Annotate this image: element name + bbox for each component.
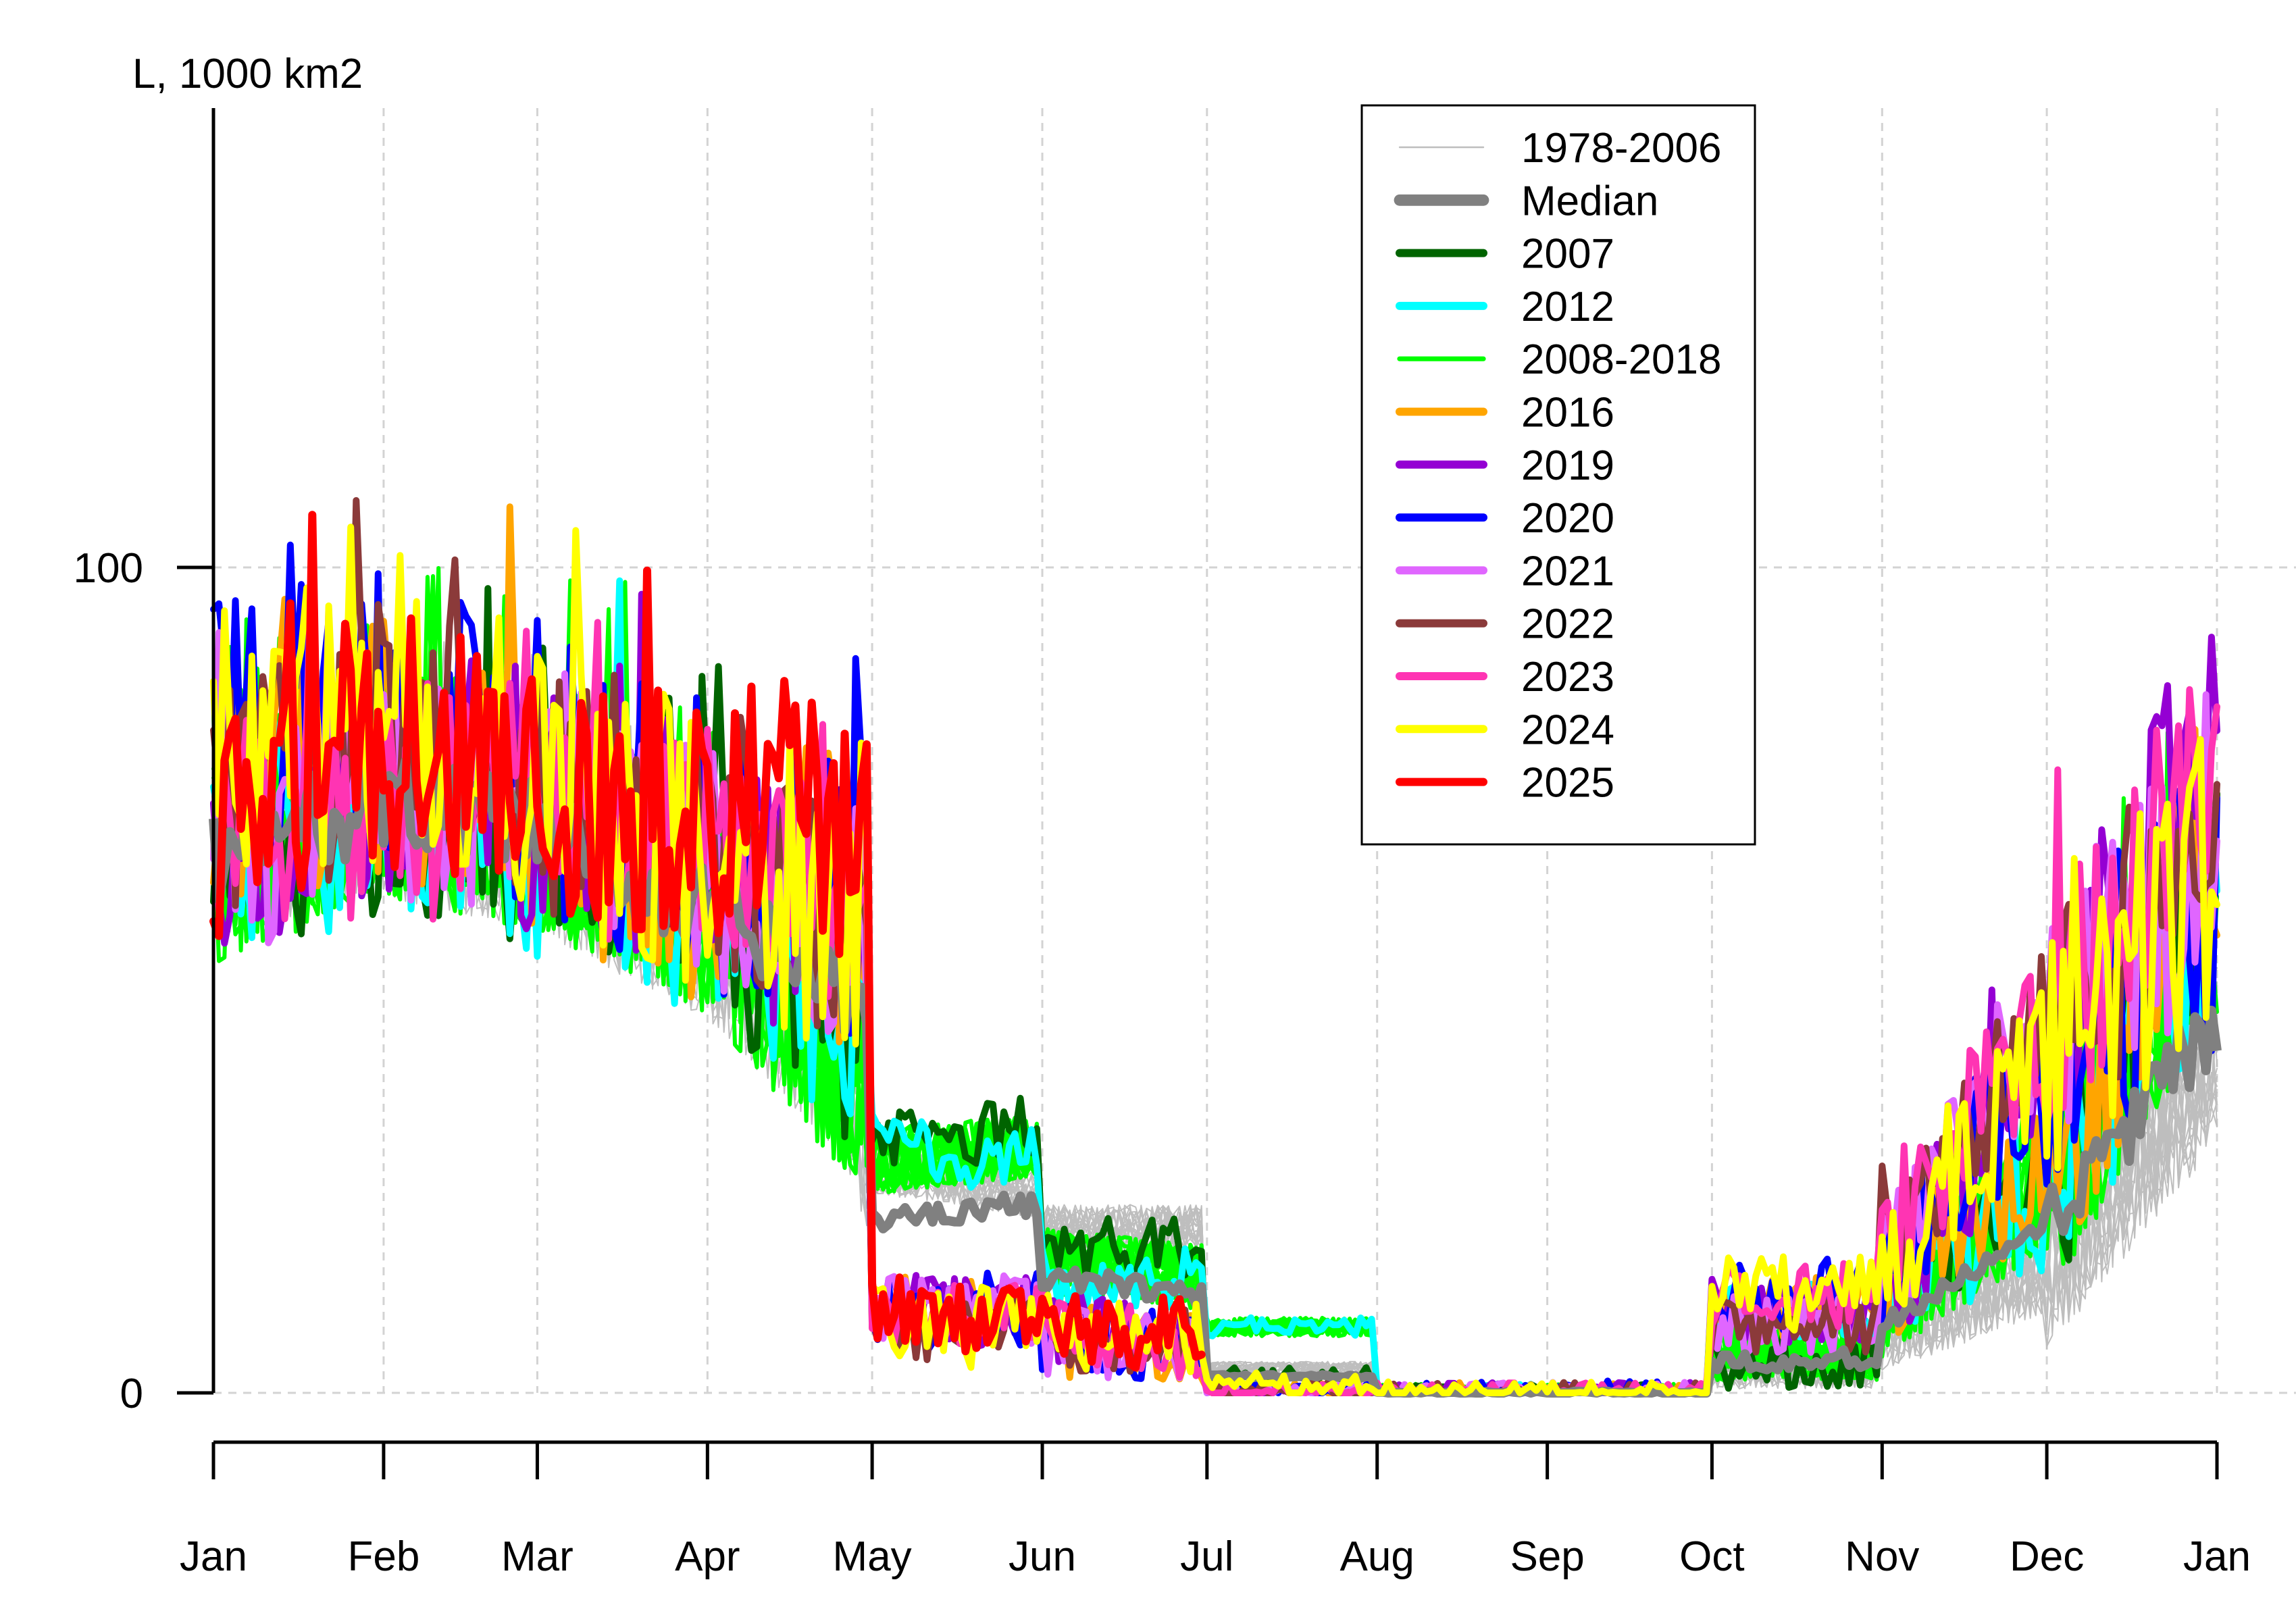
y-tick-label: 100	[74, 545, 143, 592]
x-tick-label: Nov	[1845, 1533, 1919, 1580]
series-2024	[210, 524, 2220, 1396]
x-tick-label: Jul	[1180, 1533, 1233, 1580]
legend-box	[1360, 104, 1756, 846]
legend-label-2012: 2012	[1521, 284, 1614, 330]
x-tick-label: Mar	[501, 1533, 573, 1580]
y-ticks: 0 100	[74, 545, 213, 1417]
series-layer	[209, 496, 2222, 1398]
legend-label-2021: 2021	[1521, 548, 1614, 594]
legend-label-2023: 2023	[1521, 654, 1614, 700]
series-2025	[209, 511, 1206, 1372]
legend-label-2022: 2022	[1521, 601, 1614, 648]
y-axis-title: L, 1000 km2	[132, 51, 363, 97]
series-line-2024	[210, 524, 2220, 1396]
x-tick-label: Feb	[347, 1533, 419, 1580]
x-tick-label: Jun	[1009, 1533, 1076, 1580]
x-tick-label: Dec	[2010, 1533, 2084, 1580]
x-tick-label: May	[833, 1533, 912, 1580]
legend-label-1978-2006: 1978-2006	[1521, 125, 1722, 172]
x-tick-label: Apr	[675, 1533, 740, 1580]
legend-label-2008-2018: 2008-2018	[1521, 336, 1722, 383]
series-line-2025	[209, 511, 1206, 1372]
legend-label-2007: 2007	[1521, 231, 1614, 278]
legend-label-2016: 2016	[1521, 390, 1614, 436]
legend: 1978-2006 Median 2007 2012 2008-2018 2016 2019…	[1360, 104, 1756, 846]
x-tick-label: Sep	[1510, 1533, 1584, 1580]
y-tick-label: 0	[120, 1371, 143, 1417]
x-ticks: Jan Feb Mar Apr May Jun Jul Aug Sep Oct Nov Dec Jan	[180, 1442, 2251, 1580]
x-tick-label: Oct	[1679, 1533, 1744, 1580]
x-tick-label: Jan	[180, 1533, 247, 1580]
legend-label-2020: 2020	[1521, 495, 1614, 542]
legend-label-2019: 2019	[1521, 442, 1614, 489]
x-tick-label: Jan	[2183, 1533, 2251, 1580]
legend-label-median: Median	[1521, 178, 1658, 224]
legend-label-2025: 2025	[1521, 760, 1614, 807]
legend-label-2024: 2024	[1521, 707, 1614, 753]
x-tick-label: Aug	[1340, 1533, 1414, 1580]
